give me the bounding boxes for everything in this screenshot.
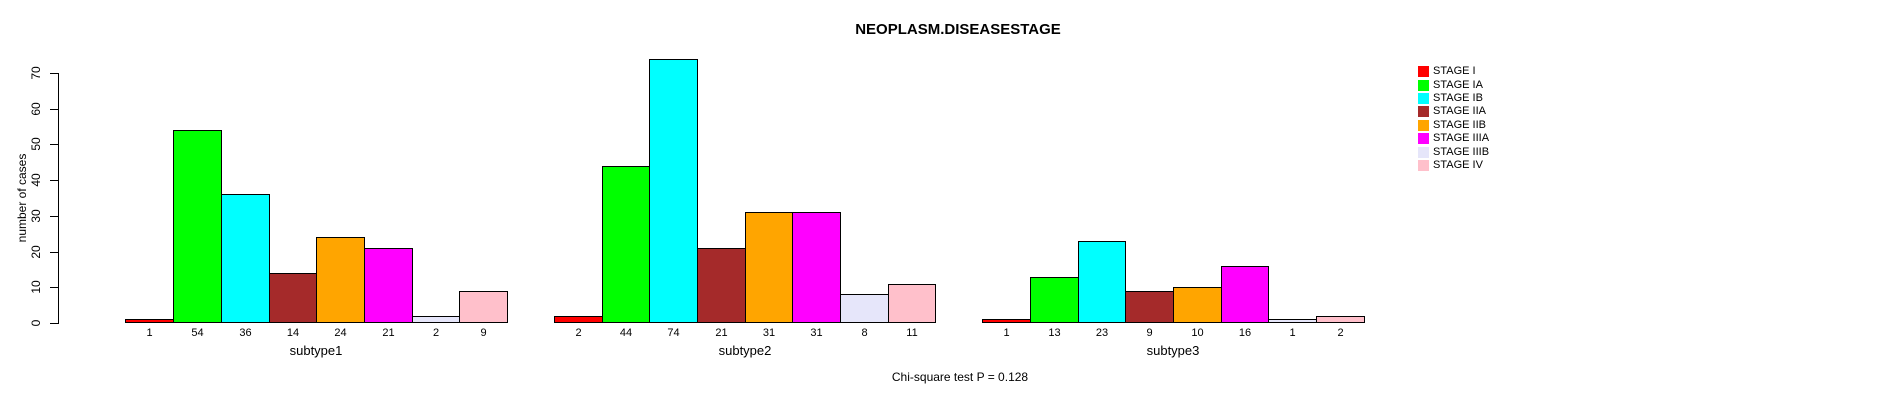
bar-value-label: 8 bbox=[861, 327, 868, 339]
bar-value-label: 2 bbox=[1337, 327, 1344, 339]
legend-swatch bbox=[1418, 159, 1429, 171]
bar bbox=[649, 59, 698, 323]
legend-swatch bbox=[1418, 146, 1429, 158]
bar bbox=[1221, 266, 1269, 323]
legend-swatch bbox=[1418, 79, 1429, 91]
bar bbox=[1078, 241, 1126, 323]
y-axis-tick bbox=[50, 251, 58, 253]
bar bbox=[745, 212, 793, 323]
legend-label: STAGE IA bbox=[1433, 78, 1483, 91]
x-category-label: subtype3 bbox=[1146, 343, 1200, 358]
bar-value-label: 31 bbox=[810, 327, 823, 339]
y-axis-tick-label: 10 bbox=[29, 280, 43, 294]
bar-value-label: 24 bbox=[334, 327, 347, 339]
bar bbox=[1268, 319, 1317, 323]
legend-label: STAGE IIB bbox=[1433, 118, 1486, 131]
bar-value-label: 2 bbox=[432, 327, 440, 339]
legend-item: STAGE IIA bbox=[1418, 105, 1489, 118]
bar bbox=[1173, 287, 1222, 323]
bar-value-label: 2 bbox=[575, 327, 582, 339]
legend-label: STAGE IIA bbox=[1433, 105, 1486, 118]
bar bbox=[888, 284, 936, 323]
legend-swatch bbox=[1418, 92, 1429, 104]
bar-value-label: 54 bbox=[191, 327, 204, 339]
legend-label: STAGE IIIA bbox=[1433, 132, 1490, 145]
bar-value-label: 1 bbox=[1003, 327, 1010, 339]
y-axis-tick-label: 30 bbox=[29, 209, 43, 223]
bar bbox=[697, 248, 746, 323]
legend-swatch bbox=[1418, 119, 1429, 131]
y-axis-tick bbox=[50, 287, 58, 289]
bar bbox=[1030, 277, 1079, 323]
bar-value-label: 31 bbox=[762, 327, 776, 339]
legend-label: STAGE IB bbox=[1433, 91, 1483, 104]
x-category-label: subtype2 bbox=[718, 343, 772, 358]
bar bbox=[173, 130, 222, 323]
bar bbox=[221, 194, 270, 323]
bar bbox=[840, 294, 889, 323]
bar-value-label: 74 bbox=[667, 327, 680, 339]
bar-value-label: 13 bbox=[1048, 327, 1061, 339]
bar-value-label: 21 bbox=[715, 327, 728, 339]
legend-item: STAGE IB bbox=[1418, 92, 1489, 105]
y-axis-tick-label: 40 bbox=[29, 173, 43, 187]
legend-item: STAGE IIB bbox=[1418, 119, 1489, 132]
bar bbox=[269, 273, 317, 323]
legend-swatch bbox=[1418, 133, 1429, 145]
y-axis-tick bbox=[50, 323, 58, 324]
legend: STAGE I STAGE IA STAGE IB STAGE IIA STAGE II… bbox=[1418, 65, 1489, 172]
bar-value-label: 1 bbox=[146, 327, 153, 339]
bar-value-label: 23 bbox=[1095, 327, 1109, 339]
bar-value-label: 36 bbox=[239, 327, 252, 339]
legend-item: STAGE IV bbox=[1418, 159, 1489, 172]
bar bbox=[125, 319, 174, 323]
y-axis-title: number of cases bbox=[15, 153, 29, 243]
bar bbox=[364, 248, 413, 323]
legend-label: STAGE IV bbox=[1433, 158, 1483, 171]
y-axis-tick bbox=[50, 215, 58, 217]
x-category-label: subtype1 bbox=[289, 343, 343, 358]
bar bbox=[412, 316, 460, 323]
bar-value-label: 21 bbox=[382, 327, 395, 339]
bar bbox=[602, 166, 650, 323]
y-axis-tick-label: 60 bbox=[29, 102, 43, 116]
bar bbox=[1316, 316, 1365, 323]
legend-item: STAGE I bbox=[1418, 65, 1489, 78]
y-axis-tick-label: 0 bbox=[29, 319, 43, 327]
chi-square-note: Chi-square test P = 0.128 bbox=[891, 370, 1029, 384]
legend-item: STAGE IIIA bbox=[1418, 132, 1489, 145]
bar bbox=[1125, 291, 1174, 323]
y-axis-tick-label: 50 bbox=[29, 137, 43, 152]
bar-value-label: 14 bbox=[286, 327, 300, 339]
y-axis-tick bbox=[50, 180, 58, 182]
bar bbox=[792, 212, 841, 323]
bar-value-label: 44 bbox=[619, 327, 633, 339]
bar-value-label: 1 bbox=[1289, 327, 1296, 339]
bar-value-label: 9 bbox=[1146, 327, 1153, 339]
bar-value-label: 11 bbox=[906, 327, 918, 339]
bar-value-label: 10 bbox=[1191, 327, 1204, 339]
legend-item: STAGE IA bbox=[1418, 78, 1489, 91]
bar-value-label: 9 bbox=[480, 327, 487, 339]
bar bbox=[554, 316, 603, 323]
legend-swatch bbox=[1418, 66, 1429, 78]
y-axis-line bbox=[58, 73, 59, 324]
y-axis-tick bbox=[50, 73, 58, 74]
bar-value-label: 16 bbox=[1238, 327, 1252, 339]
chart-title: NEOPLASM.DISEASESTAGE bbox=[855, 21, 1061, 38]
legend-swatch bbox=[1418, 106, 1429, 118]
y-axis-tick bbox=[50, 108, 58, 110]
bar bbox=[459, 291, 508, 323]
y-axis-tick-label: 70 bbox=[29, 66, 43, 80]
bar bbox=[316, 237, 365, 323]
legend-item: STAGE IIIB bbox=[1418, 145, 1489, 158]
y-axis-tick-label: 20 bbox=[29, 244, 43, 259]
legend-label: STAGE IIIB bbox=[1433, 145, 1490, 158]
bar bbox=[982, 319, 1031, 323]
y-axis-tick bbox=[50, 144, 58, 146]
legend-label: STAGE I bbox=[1433, 65, 1476, 78]
